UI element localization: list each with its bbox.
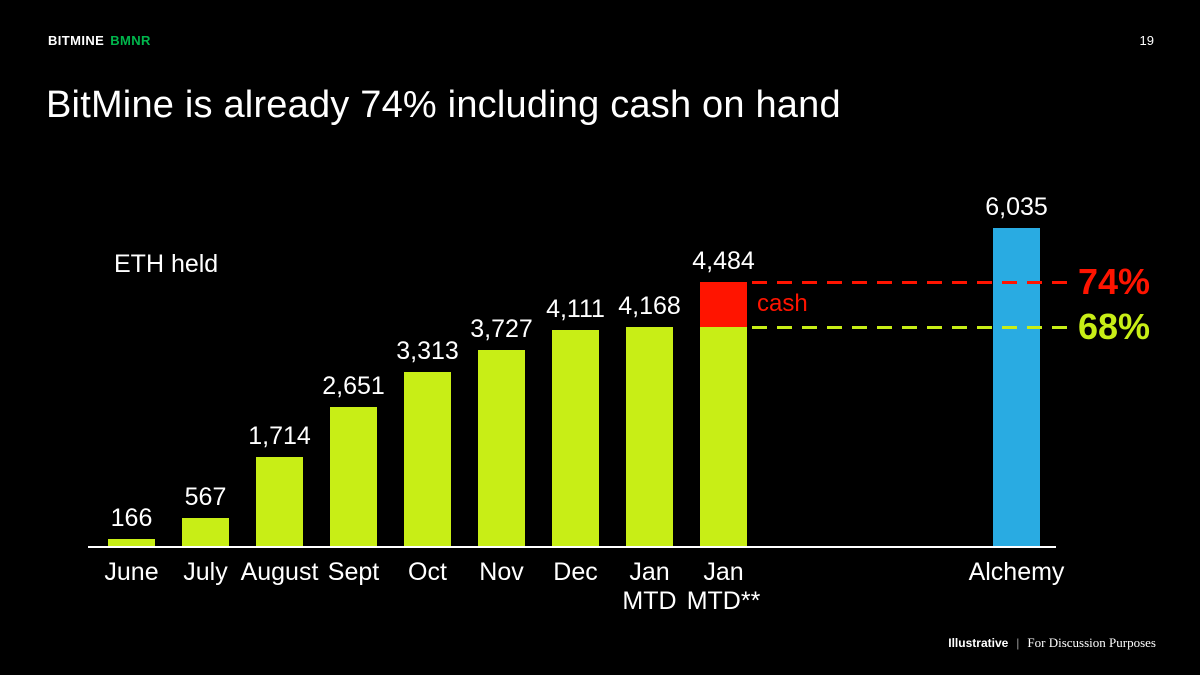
threshold-line-68 — [752, 325, 1070, 329]
bar-value-jan-mtd: 4,168 — [618, 291, 681, 320]
bar-category-alchemy: Alchemy — [968, 558, 1065, 586]
bar-category-jan-mtd: Jan MTD — [622, 558, 677, 615]
threshold-label-74: 74% — [1078, 260, 1151, 302]
cash-segment-label: cash — [757, 290, 808, 318]
bar-jan-mtd-stars — [700, 327, 747, 548]
page-number: 19 — [1139, 33, 1154, 48]
bar-dec — [552, 330, 599, 548]
bar-category-dec: Dec — [553, 558, 598, 586]
brand-logo: BITMINE BMNR — [48, 33, 151, 48]
bar-july — [182, 517, 229, 548]
chart-y-axis-label: ETH held — [114, 250, 219, 278]
x-axis-line — [88, 546, 1056, 548]
bar-category-june: June — [104, 558, 159, 586]
bar-oct — [404, 372, 451, 548]
bar-value-nov: 3,727 — [470, 315, 533, 344]
footer-illustrative: Illustrative — [948, 636, 1009, 650]
brand-bitmine: BITMINE — [48, 33, 105, 48]
bar-sept — [330, 407, 377, 548]
bar-value-august: 1,714 — [248, 422, 311, 451]
footer-purpose: For Discussion Purposes — [1027, 635, 1156, 650]
slide-title: BitMine is already 74% including cash on… — [46, 84, 841, 126]
bar-category-sept: Sept — [327, 558, 380, 586]
bar-august — [256, 457, 303, 548]
bar-category-jan-mtd-stars: Jan MTD** — [686, 558, 761, 615]
bar-jan-mtd-stars-cash-segment — [700, 282, 747, 327]
footer-separator: | — [1016, 636, 1020, 650]
bar-value-july: 567 — [184, 482, 227, 511]
threshold-line-74 — [752, 280, 1070, 284]
bar-category-nov: Nov — [479, 558, 524, 586]
bar-category-oct: Oct — [408, 558, 447, 586]
threshold-label-68: 68% — [1078, 305, 1151, 347]
bar-nov — [478, 350, 525, 548]
bar-jan-mtd — [626, 327, 673, 548]
bar-value-oct: 3,313 — [396, 337, 459, 366]
bar-value-sept: 2,651 — [322, 372, 385, 401]
bar-value-jan-mtd-stars: 4,484 — [692, 246, 755, 275]
brand-ticker-bmnr: BMNR — [110, 33, 151, 48]
bar-alchemy — [993, 228, 1040, 548]
footer: Illustrative | For Discussion Purposes — [948, 635, 1156, 651]
bar-value-alchemy: 6,035 — [985, 193, 1048, 221]
bar-category-august: August — [240, 558, 319, 586]
bar-june — [108, 539, 155, 548]
bar-value-dec: 4,111 — [546, 295, 605, 324]
bar-value-june: 166 — [110, 504, 153, 533]
bar-category-july: July — [183, 558, 228, 586]
